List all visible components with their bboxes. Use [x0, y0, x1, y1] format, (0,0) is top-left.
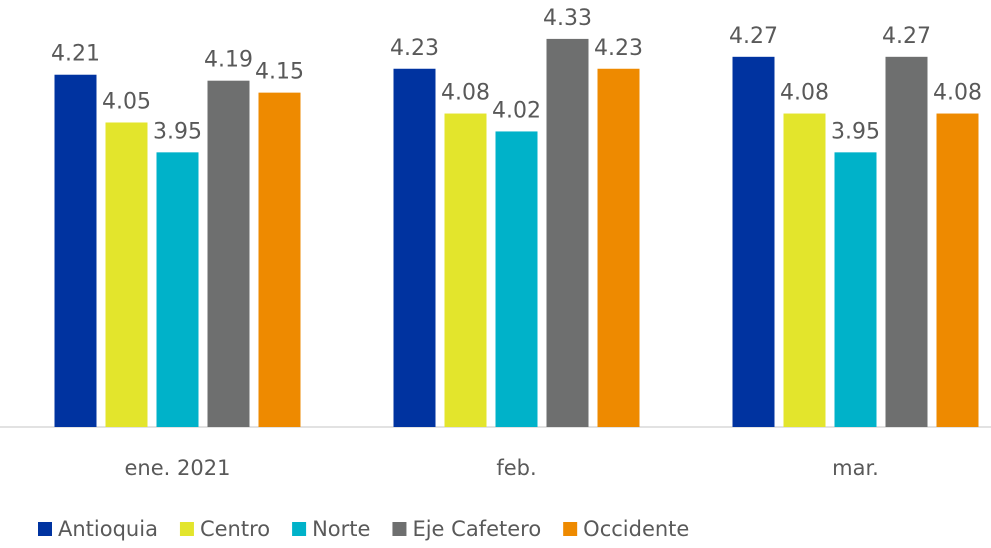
data-label: 4.08	[441, 81, 490, 106]
data-label: 3.95	[831, 119, 880, 144]
data-label: 4.15	[255, 60, 304, 85]
bar	[885, 56, 928, 428]
legend-label: Occidente	[583, 517, 689, 541]
data-label: 4.21	[51, 42, 100, 67]
bar	[783, 113, 826, 428]
legend-swatch	[392, 522, 407, 536]
data-label: 4.27	[882, 24, 931, 49]
bar	[156, 152, 199, 427]
bar	[207, 80, 250, 428]
legend-swatch	[38, 522, 52, 536]
bar	[495, 131, 538, 427]
bar	[546, 38, 589, 427]
x-tick-label: feb.	[496, 456, 536, 480]
bar	[732, 56, 775, 428]
data-label: 4.33	[543, 6, 592, 31]
legend-swatch	[563, 522, 578, 536]
bar	[936, 113, 979, 428]
bar	[54, 74, 97, 427]
x-tick-label: ene. 2021	[125, 456, 231, 480]
data-label: 4.19	[204, 48, 253, 73]
legend-label: Antioquia	[58, 517, 158, 541]
data-label: 4.02	[492, 98, 541, 123]
bar	[444, 113, 487, 428]
legend-label: Norte	[312, 517, 370, 541]
legend-swatch	[179, 522, 194, 536]
legend-label: Centro	[200, 517, 270, 541]
data-label: 3.95	[153, 119, 202, 144]
data-label: 4.23	[594, 36, 643, 61]
bar	[105, 122, 148, 428]
bar	[258, 92, 301, 427]
bar	[834, 152, 877, 427]
legend-swatch	[292, 522, 307, 536]
data-label: 4.05	[102, 89, 151, 114]
legend-label: Eje Cafetero	[412, 517, 541, 541]
x-tick-label: mar.	[832, 456, 879, 480]
data-label: 4.08	[780, 81, 829, 106]
bar	[597, 68, 640, 427]
data-label: 4.27	[729, 24, 778, 49]
data-label: 4.23	[390, 36, 439, 61]
bar	[393, 68, 436, 427]
data-label: 4.08	[933, 81, 982, 106]
